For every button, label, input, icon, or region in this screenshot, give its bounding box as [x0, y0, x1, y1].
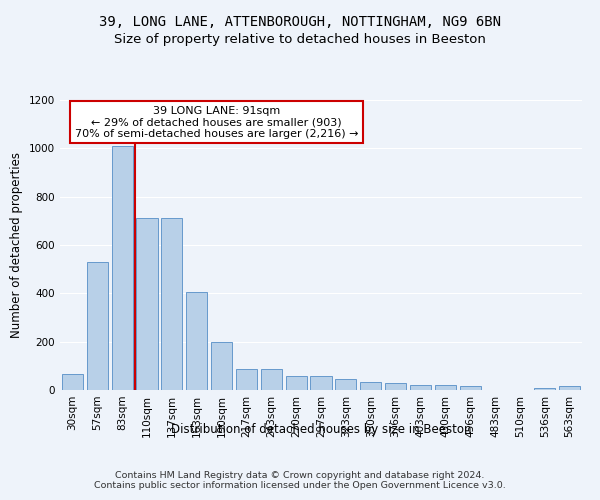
Bar — [559, 386, 580, 390]
Bar — [112, 146, 133, 390]
Bar — [360, 382, 381, 390]
Bar — [161, 218, 182, 390]
Bar — [236, 370, 257, 390]
Bar — [261, 370, 282, 390]
Bar — [410, 385, 431, 390]
Bar — [385, 383, 406, 390]
Bar — [286, 376, 307, 390]
Bar — [310, 376, 332, 390]
Bar — [186, 292, 207, 390]
Text: Distribution of detached houses by size in Beeston: Distribution of detached houses by size … — [171, 422, 471, 436]
Bar — [136, 218, 158, 390]
Bar — [534, 388, 555, 390]
Bar — [87, 262, 108, 390]
Text: Size of property relative to detached houses in Beeston: Size of property relative to detached ho… — [114, 32, 486, 46]
Bar — [435, 385, 456, 390]
Bar — [460, 386, 481, 390]
Y-axis label: Number of detached properties: Number of detached properties — [10, 152, 23, 338]
Text: 39 LONG LANE: 91sqm
← 29% of detached houses are smaller (903)
70% of semi-detac: 39 LONG LANE: 91sqm ← 29% of detached ho… — [75, 106, 358, 139]
Bar — [211, 342, 232, 390]
Text: 39, LONG LANE, ATTENBOROUGH, NOTTINGHAM, NG9 6BN: 39, LONG LANE, ATTENBOROUGH, NOTTINGHAM,… — [99, 15, 501, 29]
Bar — [335, 379, 356, 390]
Bar — [62, 374, 83, 390]
Text: Contains HM Land Registry data © Crown copyright and database right 2024.
Contai: Contains HM Land Registry data © Crown c… — [94, 470, 506, 490]
